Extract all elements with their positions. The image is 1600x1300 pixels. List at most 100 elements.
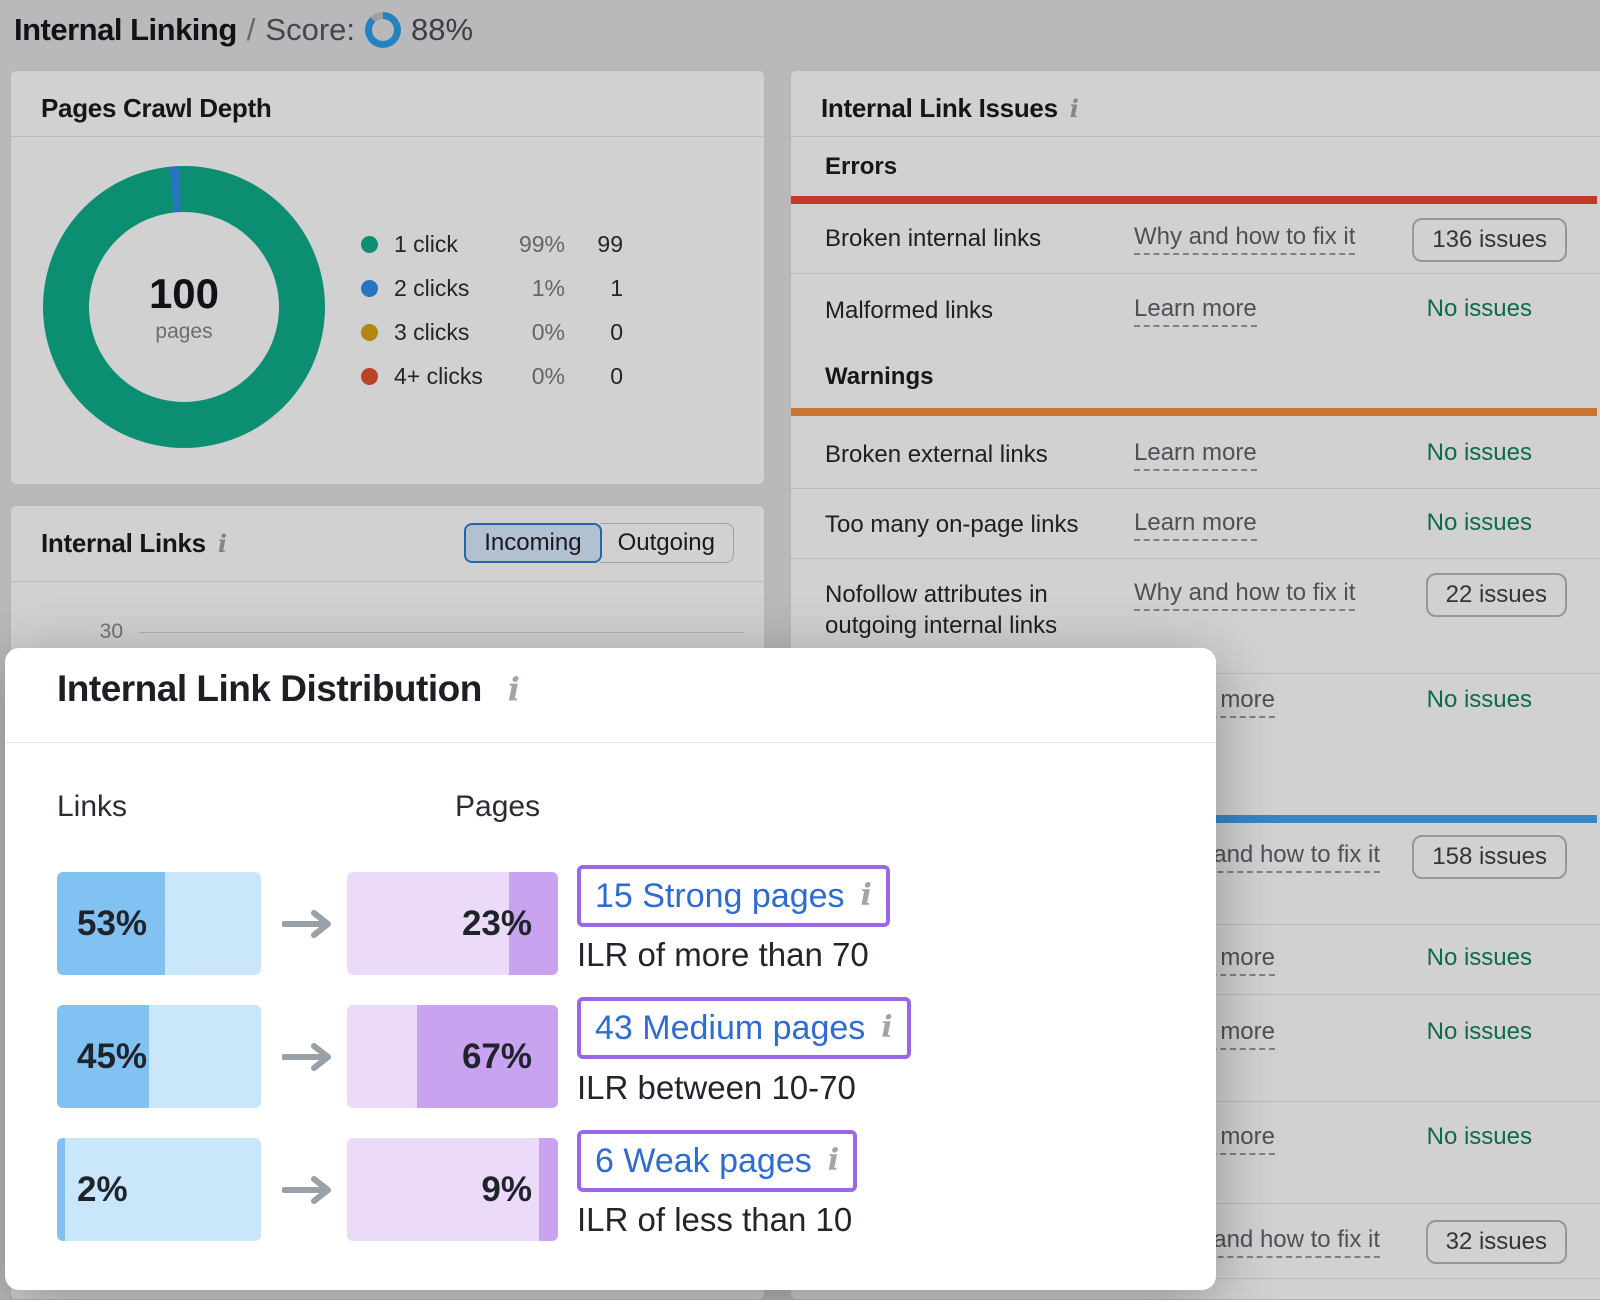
y-axis-tick: 30 [99,620,123,643]
internal-links-title: Internal Links i [41,528,227,559]
no-issues-value: No issues [1426,686,1532,713]
strong-pages-description: ILR of more than 70 [577,936,869,973]
legend-item[interactable]: 2 clicks 1% 1 [361,266,623,310]
learn-more-link[interactable]: Learn more [1134,509,1257,541]
issues-count-button[interactable]: 22 issues [1425,573,1567,617]
links-bar-rest [65,1138,261,1241]
crawl-depth-donut-chart[interactable] [43,166,325,448]
legend-item[interactable]: 4+ clicks 0% 0 [361,354,623,398]
no-issues-value: No issues [1426,509,1532,536]
issues-count-button[interactable]: 158 issues [1412,835,1567,879]
divider [11,581,764,582]
page-header: Internal Linking / Score: 88% [14,8,473,52]
learn-more-link[interactable]: Learn more [1134,439,1257,471]
crawl-depth-legend: 1 click 99% 99 2 clicks 1% 1 3 clicks 0%… [361,222,623,398]
arrow-icon [278,1138,338,1241]
links-percent-label: 45% [77,1036,148,1076]
legend-count: 99 [597,230,623,257]
internal-link-distribution-modal: Internal Link Distribution i Links Pages… [5,648,1216,1290]
donut-total-label: pages [155,320,213,343]
legend-dot-3-clicks [361,323,378,341]
issue-label: Nofollow attributes in outgoing internal… [825,581,1058,639]
pages-bar-rest [347,1005,417,1108]
legend-count: 0 [610,362,623,389]
links-bar-weak [57,1138,261,1241]
gridline [139,632,744,633]
links-bar-strong [57,872,261,975]
no-issues-value: No issues [1426,1123,1532,1150]
legend-label: 3 clicks [394,318,470,345]
legend-dot-1-click [361,235,378,253]
arrow-icon [278,1005,338,1108]
links-bar-fill [57,1005,149,1108]
info-icon[interactable]: i [881,1010,893,1045]
no-issues-value: No issues [1426,1018,1532,1045]
fix-link[interactable]: Why and how to fix it [1134,223,1356,255]
legend-percent: 1% [531,274,565,301]
issues-count-button[interactable]: 32 issues [1425,1220,1567,1264]
info-icon[interactable]: i [507,670,520,708]
learn-more-link[interactable]: Learn more [1134,295,1257,327]
links-bar-fill [57,872,166,975]
modal-title-text: Internal Link Distribution [57,668,482,709]
score-value: 88% [411,12,474,47]
incoming-outgoing-toggle: Incoming Outgoing [464,523,734,563]
crawl-depth-title: Pages Crawl Depth [41,93,272,123]
weak-pages-link[interactable]: 6 Weak pages [595,1141,812,1180]
warnings-section-bar [791,408,1597,416]
links-column-header: Links [57,790,128,823]
arrow-icon [278,872,338,975]
issues-title-text: Internal Link Issues [821,93,1058,123]
page-title: Internal Linking [14,12,237,47]
links-bar-fill [57,1138,65,1241]
warnings-section-header: Warnings [825,363,934,390]
donut-total: 100 [148,270,220,317]
pages-column-header: Pages [455,790,541,823]
medium-pages-link-box: 43 Medium pages i [577,997,911,1059]
issues-count-button[interactable]: 136 issues [1412,218,1567,262]
medium-pages-link[interactable]: 43 Medium pages [595,1008,866,1047]
legend-percent: 0% [531,318,565,345]
errors-section-bar [791,196,1597,204]
issue-label: Too many on-page links [825,511,1079,538]
divider [791,488,1600,489]
links-bar-rest [148,1005,261,1108]
divider [5,742,1216,743]
divider [791,136,1600,137]
pages-bar-strong [347,872,558,975]
info-icon[interactable]: i [860,878,872,913]
pages-percent-label: 9% [481,1169,532,1209]
pages-percent-label: 67% [461,1036,532,1076]
info-icon[interactable]: i [827,1143,840,1178]
legend-item[interactable]: 1 click 99% 99 [361,222,623,266]
issue-label: Broken external links [825,441,1048,468]
pages-bar-fill [509,872,558,975]
legend-percent: 99% [518,230,565,257]
legend-item[interactable]: 3 clicks 0% 0 [361,310,623,354]
no-issues-value: No issues [1426,439,1532,466]
links-bar-medium [57,1005,261,1108]
pages-bar-medium [347,1005,558,1108]
pages-crawl-depth-panel: Pages Crawl Depth 100 pages 1 click 99% … [10,70,765,485]
no-issues-value: No issues [1426,944,1532,971]
divider [791,558,1600,559]
issue-label: Malformed links [825,297,994,324]
fix-link[interactable]: Why and how to fix it [1134,579,1356,611]
pages-bar-fill [539,1138,558,1241]
legend-label: 2 clicks [394,274,470,301]
pages-bar-rest [347,872,510,975]
links-percent-label: 53% [77,903,148,943]
toggle-incoming[interactable]: Incoming [464,523,602,563]
medium-pages-description: ILR between 10-70 [577,1069,856,1106]
info-icon[interactable]: i [217,528,227,558]
info-icon[interactable]: i [1069,93,1079,123]
toggle-outgoing[interactable]: Outgoing [599,523,734,563]
strong-pages-link[interactable]: 15 Strong pages [595,876,845,915]
legend-count: 0 [610,318,623,345]
legend-label: 1 click [394,230,458,257]
divider [791,273,1600,274]
errors-section-header: Errors [825,153,898,180]
pages-bar-rest [347,1138,540,1241]
weak-pages-description: ILR of less than 10 [577,1201,853,1238]
